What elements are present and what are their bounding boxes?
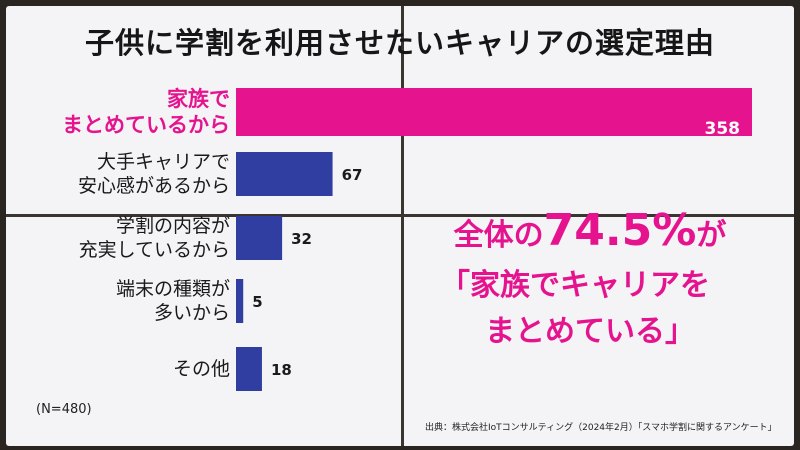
data-label-4: 5 [252,293,262,311]
category-label-line: 学割の内容が [115,215,230,237]
category-label-1: 家族で まとめているから [0,86,230,138]
callout-line-3: まとめている」 [485,314,695,349]
bar-5 [236,347,262,391]
display-seam-vertical [401,6,404,446]
category-label-5: その他 [0,357,230,381]
category-label-line: 大手キャリアで [96,151,230,173]
bar-3 [236,216,283,260]
chart-title: 子供に学割を利用させたいキャリアの選定理由 [84,26,715,60]
callout-suffix: が [696,218,727,253]
data-label-3: 32 [291,230,312,248]
callout-prefix: 全体の [453,218,544,253]
category-label-line: その他 [172,358,230,380]
bar-2 [236,152,333,196]
bar-1 [236,88,752,136]
callout-line-1: 全体の74.5%が [400,204,780,263]
category-label-line: 安心感があるから [77,175,230,197]
sample-size-note: (N=480) [36,402,92,417]
category-label-4: 端末の種類が 多いから [0,277,230,325]
category-label-line: 端末の種類が [115,278,230,300]
data-label-5: 18 [271,361,292,379]
callout-percentage: 74.5% [543,205,697,256]
data-label-2: 67 [342,166,363,184]
source-note: 出典：株式会社IoTコンサルティング（2024年2月）「スマホ学割に関するアンケ… [425,423,777,433]
bar-4 [236,279,244,323]
category-label-line: 充実しているから [78,239,230,261]
category-label-line: 多いから [153,302,230,324]
callout-line-2: 「家族でキャリアを [440,268,710,303]
category-label-line: まとめているから [62,113,230,137]
data-label-1: 358 [705,119,741,139]
display-seam-horizontal [6,214,794,217]
callout-text: 全体の74.5%が 「家族でキャリアを まとめている」 [400,204,780,355]
display-screen [6,6,794,446]
category-label-3: 学割の内容が 充実しているから [0,214,230,262]
category-label-line: 家族で [167,87,230,111]
category-label-2: 大手キャリアで 安心感があるから [0,150,230,198]
